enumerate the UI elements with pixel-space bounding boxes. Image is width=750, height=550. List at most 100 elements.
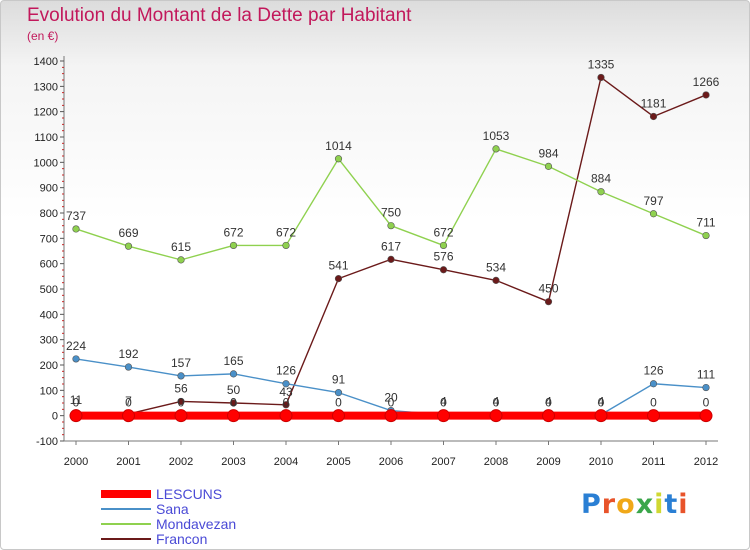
data-point-mondavezan — [177, 256, 185, 264]
y-tick-label: 1300 — [34, 81, 58, 93]
x-tick-label: 2009 — [536, 456, 560, 468]
chart-unit-label: (en €) — [27, 29, 59, 43]
data-point-mondavezan — [597, 188, 605, 196]
data-point-sana — [177, 372, 185, 380]
y-tick-label: 100 — [40, 385, 58, 397]
x-tick-label: 2006 — [379, 456, 403, 468]
x-tick-label: 2007 — [431, 456, 455, 468]
data-label-sana: 4 — [440, 395, 447, 409]
data-label-mondavezan: 672 — [433, 225, 453, 239]
y-tick-label: -100 — [36, 436, 58, 448]
data-point-lescuns — [647, 409, 660, 423]
y-tick-label: 1100 — [34, 132, 58, 144]
legend-label: Francon — [156, 531, 208, 547]
data-point-lescuns — [542, 409, 555, 423]
logo-letter: i — [654, 489, 665, 520]
data-label-lescuns: 0 — [125, 396, 132, 410]
logo-letter: o — [616, 489, 636, 520]
chart-axes: -100010020030040050060070080090010001100… — [34, 56, 718, 468]
x-tick-label: 2002 — [169, 456, 193, 468]
y-tick-label: 300 — [40, 335, 58, 347]
data-label-mondavezan: 884 — [591, 172, 611, 186]
chart-points — [69, 73, 713, 423]
data-point-francon — [544, 298, 553, 306]
data-point-francon — [387, 255, 395, 263]
data-point-mondavezan — [439, 241, 448, 250]
data-point-francon — [492, 276, 500, 284]
data-label-francon: 1266 — [693, 75, 720, 89]
data-point-sana — [124, 363, 133, 371]
data-point-mondavezan — [72, 225, 80, 233]
data-label-mondavezan: 737 — [66, 209, 86, 223]
x-tick-label: 2005 — [326, 456, 350, 468]
data-label-sana: 126 — [276, 364, 296, 378]
x-tick-label: 2008 — [484, 456, 508, 468]
data-point-francon — [334, 275, 343, 283]
data-label-lescuns: 0 — [493, 396, 500, 410]
data-label-lescuns: 0 — [283, 396, 290, 410]
data-point-francon — [177, 397, 185, 406]
data-label-francon: 1335 — [588, 57, 615, 71]
chart-title: Evolution du Montant de la Dette par Hab… — [27, 5, 412, 26]
data-point-mondavezan — [649, 210, 658, 218]
data-label-sana: 126 — [643, 364, 663, 378]
data-label-francon: 617 — [381, 239, 401, 253]
data-label-lescuns: 0 — [73, 396, 80, 410]
data-point-lescuns — [174, 409, 188, 423]
legend-swatch — [101, 490, 151, 498]
data-point-lescuns — [489, 409, 503, 423]
data-point-sana — [334, 389, 343, 397]
data-label-francon: 11 — [70, 393, 83, 407]
data-point-mondavezan — [124, 242, 133, 250]
y-tick-label: 200 — [40, 360, 58, 372]
proxiti-logo: Proxiti — [581, 489, 689, 520]
data-point-lescuns — [122, 409, 135, 423]
data-point-mondavezan — [334, 155, 343, 163]
data-point-lescuns — [332, 409, 345, 423]
y-tick-label: 1200 — [34, 107, 58, 119]
y-tick-label: 800 — [40, 208, 58, 220]
x-tick-label: 2011 — [642, 456, 666, 468]
data-label-francon: 576 — [433, 250, 453, 264]
data-point-lescuns — [594, 409, 608, 423]
x-tick-label: 2000 — [64, 456, 88, 468]
data-label-sana: 91 — [332, 373, 346, 387]
x-tick-label: 2004 — [274, 456, 298, 468]
data-label-lescuns: 0 — [178, 396, 185, 410]
data-point-lescuns — [384, 409, 398, 423]
y-tick-label: 900 — [40, 183, 58, 195]
data-label-lescuns: 0 — [440, 396, 447, 410]
x-tick-label: 2001 — [116, 456, 140, 468]
data-label-sana: 20 — [384, 391, 398, 405]
legend-swatch — [101, 523, 151, 525]
legend-swatch — [101, 538, 151, 540]
data-label-sana: 111 — [697, 368, 716, 382]
logo-letter: i — [678, 489, 689, 520]
data-point-mondavezan — [492, 145, 500, 153]
legend-label: Mondavezan — [156, 516, 237, 532]
legend-swatch — [101, 508, 151, 510]
data-point-lescuns — [437, 409, 450, 423]
data-label-mondavezan: 615 — [171, 240, 191, 254]
data-point-sana — [649, 380, 658, 388]
data-point-lescuns — [69, 409, 83, 423]
data-label-francon: 541 — [328, 259, 348, 273]
data-label-lescuns: 0 — [598, 396, 605, 410]
data-label-sana: 192 — [118, 347, 138, 361]
data-label-mondavezan: 672 — [223, 225, 243, 239]
x-tick-label: 2012 — [694, 456, 718, 468]
data-label-sana: 4 — [493, 395, 500, 409]
data-label-francon: 1181 — [641, 96, 667, 110]
data-label-mondavezan: 797 — [643, 194, 663, 208]
data-label-mondavezan: 984 — [538, 146, 558, 160]
x-tick-label: 2003 — [221, 456, 245, 468]
data-label-sana: 4 — [545, 395, 552, 409]
data-label-lescuns: 0 — [335, 396, 342, 410]
legend-label: LESCUNS — [156, 486, 223, 502]
logo-letter: t — [664, 489, 679, 520]
logo-letter: x — [635, 489, 655, 520]
data-point-sana — [702, 383, 710, 392]
data-point-mondavezan — [702, 231, 710, 240]
